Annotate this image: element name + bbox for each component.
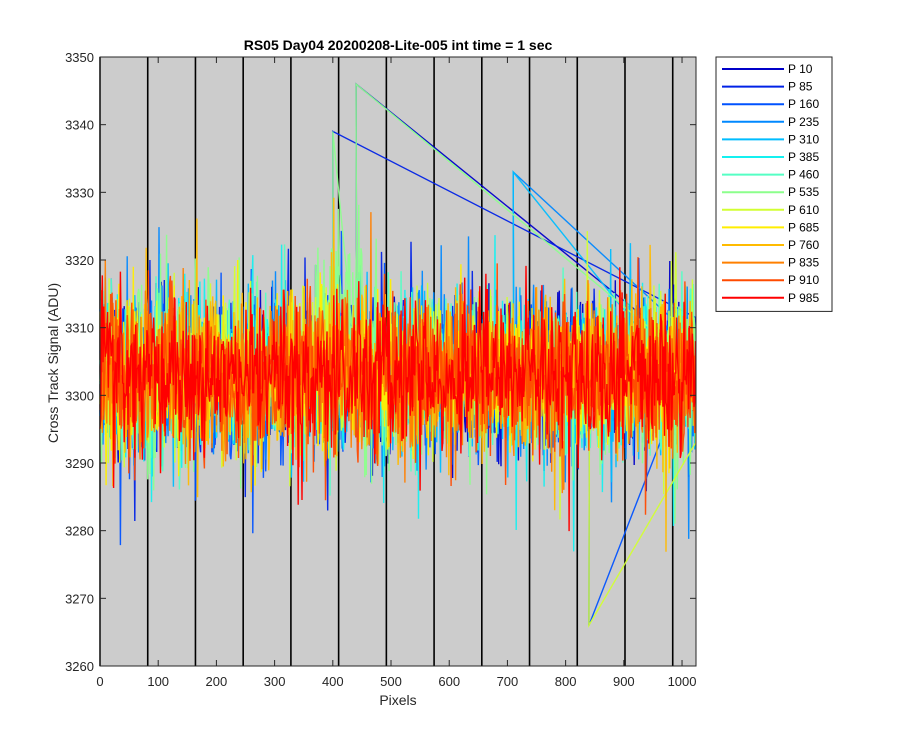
x-tick-label: 100 — [147, 674, 169, 689]
legend-entry-label: P 610 — [788, 203, 819, 217]
x-tick-label: 1000 — [668, 674, 697, 689]
legend-box — [715, 56, 833, 312]
legend-entry-label: P 835 — [788, 256, 819, 270]
series-line-p985 — [99, 265, 697, 532]
y-tick-label: 3350 — [65, 50, 94, 65]
legend-entry-label: P 160 — [788, 97, 819, 111]
legend-entry-label: P 460 — [788, 168, 819, 182]
y-tick-label: 3260 — [65, 659, 94, 674]
x-tick-label: 300 — [264, 674, 286, 689]
legend-entry-label: P 760 — [788, 238, 819, 252]
x-tick-label: 900 — [613, 674, 635, 689]
x-tick-label: 200 — [206, 674, 228, 689]
x-tick-label: 600 — [438, 674, 460, 689]
axes-box — [99, 56, 697, 667]
x-tick-label: 800 — [555, 674, 577, 689]
y-tick-label: 3280 — [65, 524, 94, 539]
legend: P 10 P 85 P 160 P 235 P 310 P 385 P 460 P 535 P … — [715, 56, 833, 312]
y-tick-label: 3320 — [65, 253, 94, 268]
x-axis-label: Pixels — [379, 692, 416, 708]
legend-entry-label: P 310 — [788, 132, 819, 146]
y-tick-label: 3300 — [65, 388, 94, 403]
legend-entry-label: P 535 — [788, 185, 819, 199]
legend-entry-label: P 910 — [788, 273, 819, 287]
y-tick-label: 3330 — [65, 185, 94, 200]
legend-entry-label: P 85 — [788, 80, 813, 94]
legend-entry-label: P 385 — [788, 150, 819, 164]
legend-entry-label: P 685 — [788, 220, 819, 234]
y-axis-label: Cross Track Signal (ADU) — [45, 283, 61, 443]
chart-title: RS05 Day04 20200208-Lite-005 int time = … — [244, 37, 553, 53]
x-tick-label: 0 — [96, 674, 103, 689]
legend-entry-label: P 10 — [788, 62, 813, 76]
x-tick-label: 500 — [380, 674, 402, 689]
y-tick-label: 3270 — [65, 591, 94, 606]
y-tick-label: 3290 — [65, 456, 94, 471]
x-tick-label: 400 — [322, 674, 344, 689]
legend-entry-label: P 985 — [788, 291, 819, 305]
y-tick-label: 3340 — [65, 118, 94, 133]
legend-entry-label: P 235 — [788, 115, 819, 129]
x-tick-label: 700 — [497, 674, 519, 689]
y-tick-label: 3310 — [65, 321, 94, 336]
